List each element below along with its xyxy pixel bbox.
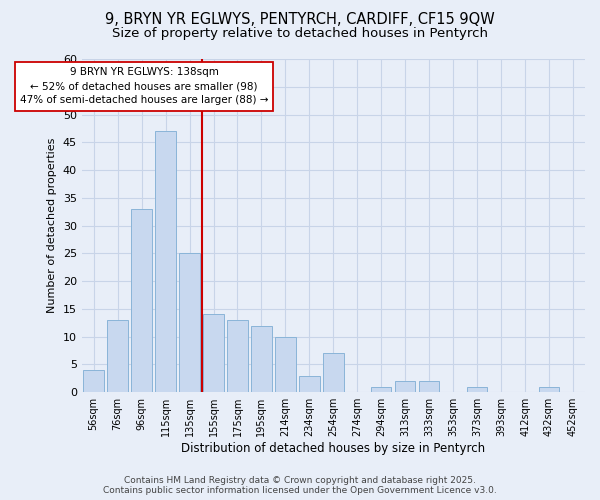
X-axis label: Distribution of detached houses by size in Pentyrch: Distribution of detached houses by size … (181, 442, 485, 455)
Bar (467, 386, 487, 392)
Bar (323, 354, 344, 392)
Bar (107, 320, 128, 392)
Bar (395, 381, 415, 392)
Y-axis label: Number of detached properties: Number of detached properties (47, 138, 57, 314)
Bar (275, 336, 296, 392)
Bar (179, 254, 200, 392)
Bar (131, 209, 152, 392)
Text: Contains HM Land Registry data © Crown copyright and database right 2025.
Contai: Contains HM Land Registry data © Crown c… (103, 476, 497, 495)
Text: Size of property relative to detached houses in Pentyrch: Size of property relative to detached ho… (112, 28, 488, 40)
Bar (155, 131, 176, 392)
Bar (203, 314, 224, 392)
Bar (539, 386, 559, 392)
Bar (227, 320, 248, 392)
Bar (299, 376, 320, 392)
Bar (83, 370, 104, 392)
Bar (251, 326, 272, 392)
Bar (419, 381, 439, 392)
Text: 9 BRYN YR EGLWYS: 138sqm
← 52% of detached houses are smaller (98)
47% of semi-d: 9 BRYN YR EGLWYS: 138sqm ← 52% of detach… (20, 68, 268, 106)
Text: 9, BRYN YR EGLWYS, PENTYRCH, CARDIFF, CF15 9QW: 9, BRYN YR EGLWYS, PENTYRCH, CARDIFF, CF… (105, 12, 495, 28)
Bar (371, 386, 391, 392)
